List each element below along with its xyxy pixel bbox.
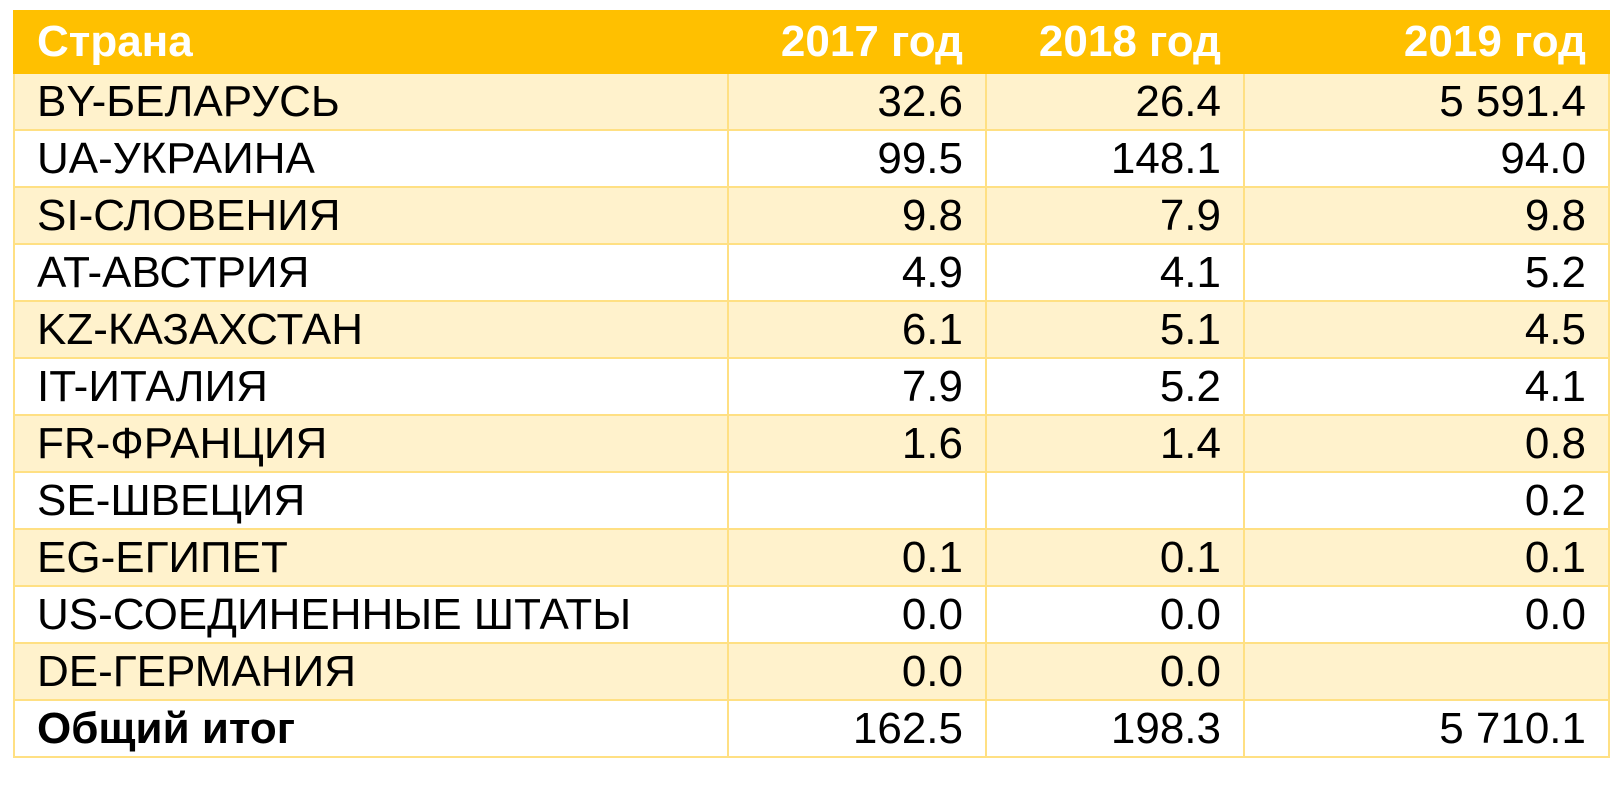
cell-2018: 5.2: [985, 357, 1245, 416]
cell-2018: 148.1: [985, 129, 1245, 188]
cell-2018: 0.0: [985, 585, 1245, 644]
cell-2018: [985, 471, 1245, 530]
total-2019: 5 710.1: [1243, 699, 1610, 758]
cell-country: SE-ШВЕЦИЯ: [13, 471, 729, 530]
cell-2019: 0.2: [1243, 471, 1610, 530]
cell-2019: 4.5: [1243, 300, 1610, 359]
total-2017: 162.5: [727, 699, 987, 758]
cell-2018: 0.1: [985, 528, 1245, 587]
table-row: AT-АВСТРИЯ 4.9 4.1 5.2: [13, 243, 1610, 302]
cell-country: EG-ЕГИПЕТ: [13, 528, 729, 587]
cell-country: DE-ГЕРМАНИЯ: [13, 642, 729, 701]
cell-country: BY-БЕЛАРУСЬ: [13, 72, 729, 131]
cell-2018: 26.4: [985, 72, 1245, 131]
cell-2017: 0.0: [727, 585, 987, 644]
cell-2019: 9.8: [1243, 186, 1610, 245]
cell-country: SI-СЛОВЕНИЯ: [13, 186, 729, 245]
cell-2017: 0.1: [727, 528, 987, 587]
cell-country: KZ-КАЗАХСТАН: [13, 300, 729, 359]
table-row: US-СОЕДИНЕННЫЕ ШТАТЫ 0.0 0.0 0.0: [13, 585, 1610, 644]
cell-country: US-СОЕДИНЕННЫЕ ШТАТЫ: [13, 585, 729, 644]
cell-country: UA-УКРАИНА: [13, 129, 729, 188]
cell-2019: 94.0: [1243, 129, 1610, 188]
cell-2018: 0.0: [985, 642, 1245, 701]
cell-2019: 4.1: [1243, 357, 1610, 416]
cell-2017: 32.6: [727, 72, 987, 131]
table-row: EG-ЕГИПЕТ 0.1 0.1 0.1: [13, 528, 1610, 587]
cell-2017: 0.0: [727, 642, 987, 701]
table-row: SE-ШВЕЦИЯ 0.2: [13, 471, 1610, 530]
country-data-table: Страна 2017 год 2018 год 2019 год BY-БЕЛ…: [13, 10, 1610, 758]
header-2017: 2017 год: [727, 10, 987, 74]
cell-2018: 7.9: [985, 186, 1245, 245]
table-row: UA-УКРАИНА 99.5 148.1 94.0: [13, 129, 1610, 188]
header-country: Страна: [13, 10, 729, 74]
cell-country: FR-ФРАНЦИЯ: [13, 414, 729, 473]
cell-2017: 4.9: [727, 243, 987, 302]
total-label: Общий итог: [13, 699, 729, 758]
table-row: DE-ГЕРМАНИЯ 0.0 0.0: [13, 642, 1610, 701]
cell-2017: 7.9: [727, 357, 987, 416]
cell-country: AT-АВСТРИЯ: [13, 243, 729, 302]
table-row: SI-СЛОВЕНИЯ 9.8 7.9 9.8: [13, 186, 1610, 245]
cell-2017: 9.8: [727, 186, 987, 245]
cell-2017: 1.6: [727, 414, 987, 473]
total-2018: 198.3: [985, 699, 1245, 758]
table-row: FR-ФРАНЦИЯ 1.6 1.4 0.8: [13, 414, 1610, 473]
cell-2017: 99.5: [727, 129, 987, 188]
total-row: Общий итог 162.5 198.3 5 710.1: [13, 699, 1610, 758]
table-row: IT-ИТАЛИЯ 7.9 5.2 4.1: [13, 357, 1610, 416]
cell-2018: 4.1: [985, 243, 1245, 302]
header-2019: 2019 год: [1243, 10, 1610, 74]
cell-2019: 5 591.4: [1243, 72, 1610, 131]
table-row: BY-БЕЛАРУСЬ 32.6 26.4 5 591.4: [13, 72, 1610, 131]
table-row: KZ-КАЗАХСТАН 6.1 5.1 4.5: [13, 300, 1610, 359]
cell-2018: 5.1: [985, 300, 1245, 359]
header-2018: 2018 год: [985, 10, 1245, 74]
cell-2019: 0.8: [1243, 414, 1610, 473]
cell-2019: 5.2: [1243, 243, 1610, 302]
cell-2019: 0.0: [1243, 585, 1610, 644]
cell-2018: 1.4: [985, 414, 1245, 473]
cell-2019: 0.1: [1243, 528, 1610, 587]
cell-2017: 6.1: [727, 300, 987, 359]
cell-country: IT-ИТАЛИЯ: [13, 357, 729, 416]
cell-2017: [727, 471, 987, 530]
cell-2019: [1243, 642, 1610, 701]
table-header-row: Страна 2017 год 2018 год 2019 год: [13, 10, 1610, 74]
